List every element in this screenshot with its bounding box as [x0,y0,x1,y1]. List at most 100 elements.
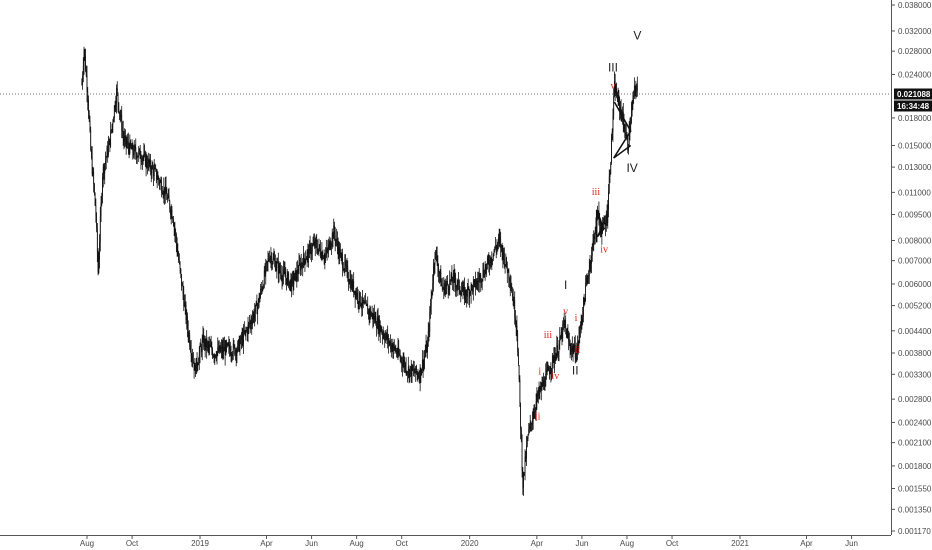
candle [181,273,182,291]
candle [483,262,485,278]
price-tick-label: 0.024000 [898,70,932,79]
candle [88,109,90,123]
candle [451,265,453,282]
candle [628,144,629,155]
candle [129,134,131,155]
candle [509,276,510,289]
candle [226,339,228,353]
candle [200,338,202,348]
candle [192,348,194,368]
candle [94,192,96,207]
candle [101,192,103,207]
wave-label-major: IV [626,161,637,175]
candle [619,96,620,121]
candle [568,330,570,351]
candle [221,339,223,359]
candle [510,275,512,291]
candle [461,281,463,292]
candle [551,352,553,378]
candle [423,350,425,372]
candle [358,300,360,313]
candle [89,115,91,133]
candle [415,365,417,382]
candle [212,347,213,359]
candle [314,233,315,249]
candle [223,336,225,352]
candle [541,376,543,391]
candle [430,289,432,315]
candle [300,257,301,276]
candle [121,106,123,139]
candle [604,216,606,225]
wave-label-minor: ii [535,411,541,422]
candle [565,315,567,335]
candle [326,247,328,261]
candle [185,301,187,325]
candle [579,325,581,344]
candle [478,271,479,293]
candle [349,269,351,289]
candle [144,144,146,158]
candle [591,246,592,274]
candle [434,251,436,274]
candle [578,326,580,350]
candle [426,340,428,353]
candle [625,124,627,138]
candle [91,146,92,160]
candle [467,278,469,291]
candle [542,376,544,387]
candle [383,330,385,340]
candle [574,336,575,352]
wave-label-minor: iii [544,330,553,341]
candle [385,332,387,341]
candle [218,340,220,355]
candle [320,251,322,260]
candle [115,95,117,113]
candle [514,291,516,325]
candle [91,146,93,177]
candle [401,356,403,373]
candle [503,247,505,269]
candle [505,253,507,267]
candle [581,315,583,330]
candle [532,411,533,431]
candle [448,285,450,296]
candle [450,279,451,286]
candle [421,350,423,374]
wave-label-minor: v [563,307,568,318]
candle [226,342,228,348]
candle [335,238,337,247]
candle [475,271,476,296]
time-axis[interactable]: Aug Oct 2019 Apr Jun Aug Oct 2020 Apr Jun Aug Oct 20… [80,535,858,548]
candle [395,344,397,353]
price-tick-label: 0.003800 [898,349,932,358]
candle [427,336,428,359]
candle [150,154,151,176]
candle [116,84,117,114]
candle [172,216,174,223]
candle [126,136,128,149]
candle [533,404,535,419]
candle [389,340,391,346]
candle [461,282,462,297]
candle [175,232,177,253]
candle [636,83,637,98]
candle [102,163,104,188]
candle [85,48,86,73]
price-axis[interactable]: 0.038000 0.032000 0.028000 0.024000 0.018000… [891,1,932,536]
candle [312,236,314,247]
candle [430,298,431,319]
candle [198,357,199,366]
candle [526,435,527,466]
candle [516,315,518,342]
candle [257,297,259,310]
candle [580,321,581,338]
candle [528,423,530,436]
candle [361,296,363,317]
candle [260,284,261,299]
candle [235,347,236,361]
candle [222,337,224,361]
candle [377,307,379,335]
candle [478,267,480,293]
